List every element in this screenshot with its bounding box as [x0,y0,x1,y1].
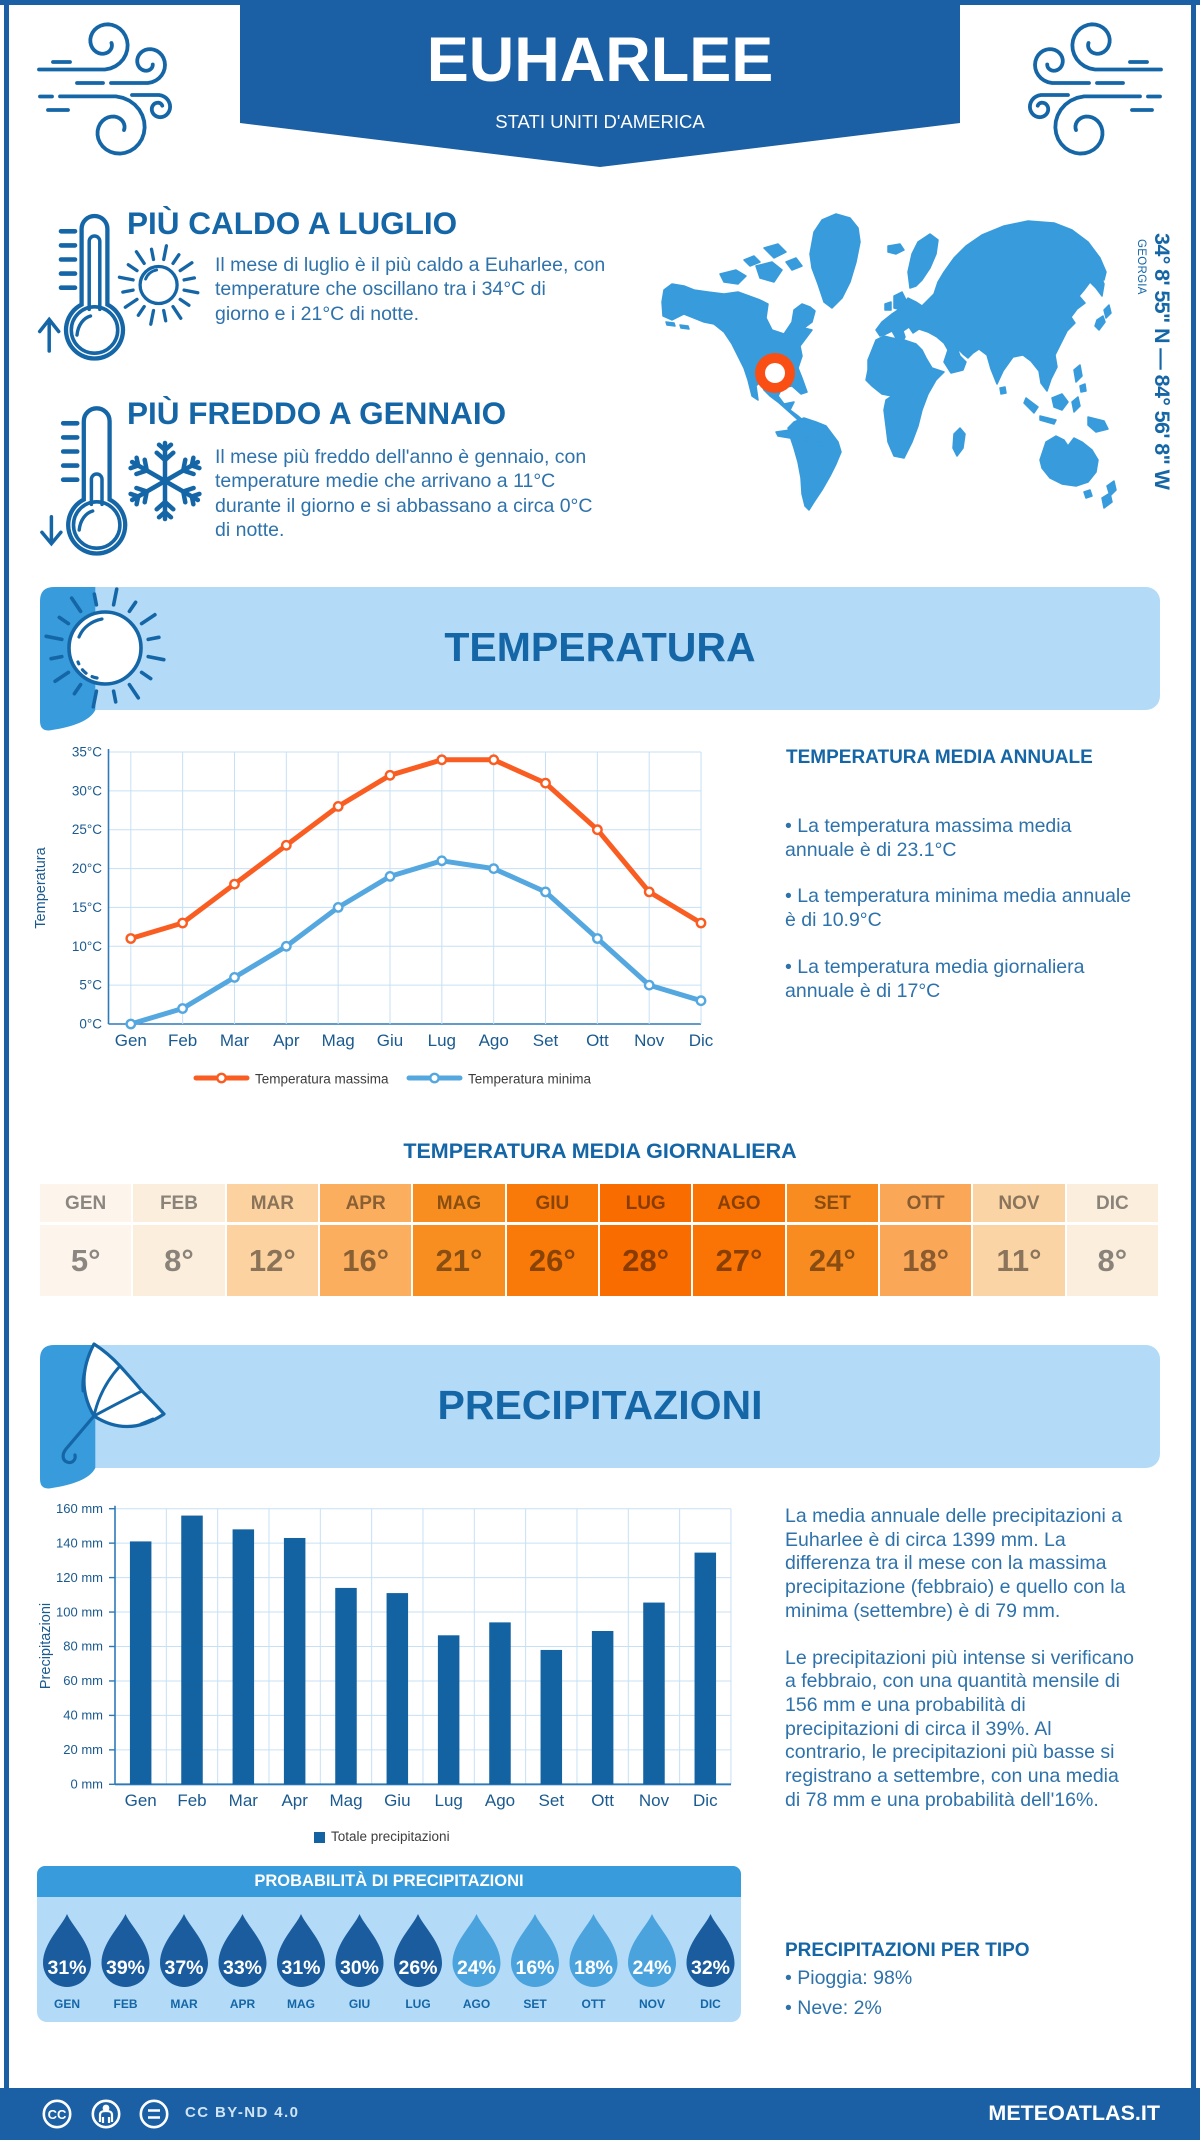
svg-text:OTT: OTT [582,1997,607,2011]
svg-text:Dic: Dic [689,1031,714,1050]
svg-text:Lug: Lug [428,1031,456,1050]
svg-text:Feb: Feb [177,1791,206,1810]
svg-text:30°C: 30°C [72,783,102,798]
svg-text:Dic: Dic [693,1791,718,1810]
svg-text:Temperatura minima: Temperatura minima [468,1072,592,1087]
svg-text:Feb: Feb [168,1031,197,1050]
svg-text:Set: Set [539,1791,565,1810]
svg-text:24%: 24% [632,1957,671,1979]
svg-text:160 mm: 160 mm [56,1501,103,1516]
svg-text:Gen: Gen [125,1791,157,1810]
svg-text:39%: 39% [106,1957,145,1979]
svg-text:37%: 37% [164,1957,203,1979]
svg-text:10°C: 10°C [72,939,102,954]
svg-text:Ago: Ago [485,1791,515,1810]
svg-text:0 mm: 0 mm [71,1777,104,1792]
svg-text:Mag: Mag [329,1791,362,1810]
svg-text:60 mm: 60 mm [63,1673,103,1688]
svg-text:24%: 24% [457,1957,496,1979]
svg-text:Gen: Gen [115,1031,147,1050]
svg-text:Apr: Apr [273,1031,300,1050]
svg-text:AGO: AGO [463,1997,490,2011]
svg-text:Nov: Nov [634,1031,665,1050]
svg-text:31%: 31% [47,1957,86,1979]
svg-text:100 mm: 100 mm [56,1604,103,1619]
svg-text:GEN: GEN [54,1997,80,2011]
svg-text:31%: 31% [281,1957,320,1979]
svg-text:33%: 33% [223,1957,262,1979]
svg-text:FEB: FEB [114,1997,138,2011]
svg-text:32%: 32% [691,1957,730,1979]
svg-text:16%: 16% [515,1957,554,1979]
svg-text:40 mm: 40 mm [63,1708,103,1723]
svg-text:0°C: 0°C [79,1017,102,1032]
svg-text:18%: 18% [574,1957,613,1979]
svg-text:25°C: 25°C [72,822,102,837]
svg-text:Temperatura massima: Temperatura massima [255,1072,389,1087]
svg-text:20 mm: 20 mm [63,1742,103,1757]
svg-text:Mag: Mag [322,1031,355,1050]
svg-text:APR: APR [230,1997,256,2011]
svg-text:CC: CC [48,2107,67,2122]
svg-text:NOV: NOV [639,1997,665,2011]
svg-text:MAR: MAR [170,1997,198,2011]
svg-text:Giu: Giu [384,1791,410,1810]
svg-text:Mar: Mar [220,1031,250,1050]
svg-text:35°C: 35°C [72,745,102,760]
svg-text:Mar: Mar [229,1791,259,1810]
svg-text:140 mm: 140 mm [56,1535,103,1550]
svg-text:Precipitazioni: Precipitazioni [38,1603,54,1689]
svg-text:15°C: 15°C [72,900,102,915]
svg-text:Nov: Nov [639,1791,670,1810]
svg-text:SET: SET [523,1997,547,2011]
svg-text:80 mm: 80 mm [63,1639,103,1654]
svg-text:Ott: Ott [586,1031,609,1050]
svg-text:Set: Set [533,1031,559,1050]
svg-text:MAG: MAG [287,1997,315,2011]
svg-text:Ago: Ago [479,1031,509,1050]
svg-text:Apr: Apr [281,1791,308,1810]
svg-text:120 mm: 120 mm [56,1570,103,1585]
svg-text:Giu: Giu [377,1031,403,1050]
svg-text:DIC: DIC [700,1997,721,2011]
svg-text:LUG: LUG [405,1997,430,2011]
svg-text:26%: 26% [398,1957,437,1979]
svg-text:GIU: GIU [349,1997,370,2011]
svg-text:30%: 30% [340,1957,379,1979]
svg-text:5°C: 5°C [79,978,102,993]
svg-text:20°C: 20°C [72,861,102,876]
svg-text:Lug: Lug [435,1791,463,1810]
svg-text:Ott: Ott [591,1791,614,1810]
svg-text:Temperatura: Temperatura [33,846,49,928]
